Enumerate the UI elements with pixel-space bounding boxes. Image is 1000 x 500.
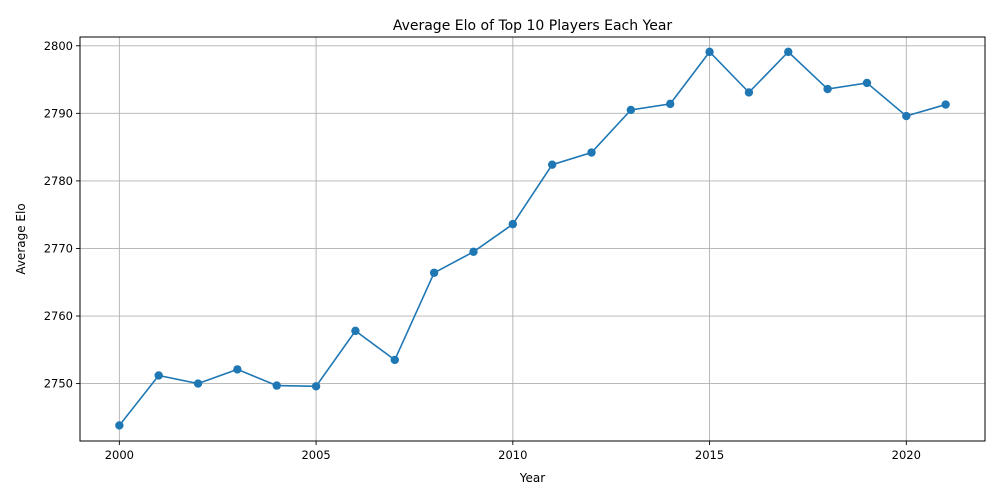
data-point (508, 219, 518, 229)
y-tick-label: 2750 (44, 377, 73, 391)
data-point (744, 88, 754, 97)
axis-ticks: 2000 2005 2010 2015 2020 2750 2760 2770 2780 2790… (44, 39, 921, 462)
data-point (311, 382, 321, 391)
x-tick-label: 2020 (892, 448, 921, 462)
data-point (784, 47, 793, 57)
x-tick-label: 2010 (498, 448, 527, 462)
y-axis-label: Average Elo (14, 203, 28, 274)
y-tick-label: 2800 (44, 39, 73, 53)
data-point (547, 160, 557, 169)
series-line (118, 50, 946, 426)
y-tick-label: 2760 (44, 309, 73, 323)
data-point (351, 326, 360, 336)
data-point (587, 148, 596, 157)
chart-title: Average Elo of Top 10 Players Each Year (393, 18, 673, 34)
y-tick-label: 2770 (44, 241, 73, 255)
data-point (705, 47, 714, 57)
data-point (429, 268, 439, 277)
data-point (115, 421, 124, 430)
y-tick-label: 2790 (44, 106, 73, 120)
plot-frame (79, 36, 986, 442)
data-point (626, 105, 636, 115)
data-point (469, 247, 478, 257)
data-point (862, 78, 872, 88)
x-tick-label: 2015 (695, 448, 724, 462)
data-point (233, 365, 242, 374)
grid (80, 37, 985, 441)
data-point (902, 111, 911, 121)
y-tick-label: 2780 (44, 174, 73, 188)
data-point (154, 371, 163, 380)
x-axis-label: Year (519, 471, 545, 485)
x-tick-label: 2000 (105, 448, 134, 462)
data-point (193, 379, 203, 388)
x-tick-label: 2005 (301, 448, 330, 462)
data-point (666, 99, 675, 109)
data-point (390, 355, 399, 365)
data-point (941, 100, 950, 109)
data-point (823, 84, 832, 94)
series (115, 47, 950, 430)
data-point (272, 381, 281, 390)
